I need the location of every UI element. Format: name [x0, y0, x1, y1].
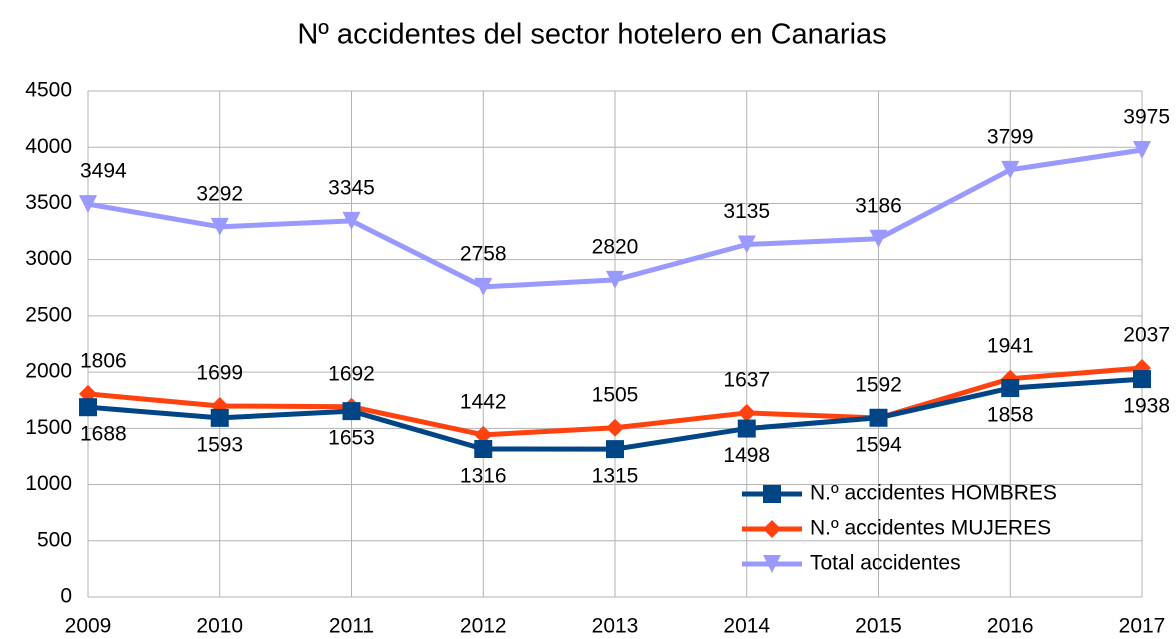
x-tick-label: 2014	[723, 615, 770, 638]
point-marker	[342, 211, 361, 230]
y-tick-label: 500	[37, 528, 72, 551]
point-marker	[1001, 160, 1020, 179]
point-marker	[79, 398, 97, 417]
point-marker	[210, 217, 229, 236]
y-tick-label: 1500	[25, 416, 72, 439]
y-tick-label: 2000	[25, 360, 72, 383]
data-label: 1593	[196, 433, 243, 456]
x-tick-label: 2010	[196, 615, 243, 638]
point-marker	[606, 440, 624, 459]
point-marker	[737, 403, 756, 422]
y-tick-label: 3000	[25, 247, 72, 270]
data-label: 3345	[328, 176, 375, 199]
data-label: 3186	[855, 194, 902, 217]
data-label: 1858	[987, 404, 1034, 427]
data-label: 3975	[1123, 106, 1170, 129]
point-marker	[737, 419, 756, 438]
data-label: 1315	[592, 465, 639, 488]
data-label: 2820	[592, 235, 639, 258]
data-label: 1594	[855, 433, 902, 456]
data-label: 1653	[328, 427, 375, 450]
data-label: 3799	[987, 125, 1034, 148]
data-label: 1938	[1123, 395, 1170, 418]
point-marker	[210, 408, 229, 427]
chart-title: Nº accidentes del sector hotelero en Can…	[297, 19, 886, 51]
x-tick-label: 2017	[1119, 615, 1166, 638]
data-label: 3135	[723, 200, 770, 223]
point-marker	[737, 235, 756, 254]
data-label: 1688	[80, 423, 127, 446]
point-marker	[1133, 370, 1151, 389]
data-label: 1592	[855, 374, 902, 397]
point-marker	[606, 418, 624, 437]
point-marker	[342, 402, 361, 421]
data-label: 1637	[723, 368, 770, 391]
legend-label: N.º accidentes HOMBRES	[810, 482, 1057, 505]
x-tick-label: 2012	[460, 615, 507, 638]
point-marker	[1133, 141, 1151, 160]
point-marker	[869, 408, 888, 427]
data-label: 1316	[460, 465, 507, 488]
x-tick-label: 2009	[65, 615, 112, 638]
y-tick-label: 2500	[25, 303, 72, 326]
point-marker	[474, 425, 493, 444]
data-label: 2758	[460, 242, 507, 265]
data-label: 1692	[328, 362, 375, 385]
legend-label: Total accidentes	[810, 552, 961, 575]
x-tick-label: 2013	[592, 615, 639, 638]
point-marker	[869, 229, 888, 248]
point-marker	[606, 270, 624, 289]
data-label: 1699	[196, 362, 243, 385]
data-label: 1442	[460, 390, 507, 413]
y-tick-label: 3500	[25, 191, 72, 214]
x-tick-label: 2015	[855, 615, 902, 638]
data-label: 1941	[987, 334, 1034, 357]
point-marker	[474, 440, 493, 459]
y-tick-label: 0	[60, 585, 72, 608]
point-marker	[79, 195, 97, 214]
point-marker	[474, 277, 493, 296]
data-label: 1505	[592, 383, 639, 406]
legend-marker	[763, 555, 781, 573]
legend-marker	[763, 520, 781, 538]
data-label: 3494	[80, 160, 127, 183]
data-label: 2037	[1123, 323, 1170, 346]
legend-label: N.º accidentes MUJERES	[810, 517, 1051, 540]
y-tick-label: 4500	[25, 79, 72, 102]
x-tick-label: 2016	[987, 615, 1034, 638]
data-label: 1498	[723, 444, 770, 467]
legend-marker	[763, 485, 781, 503]
point-marker	[1001, 379, 1020, 398]
data-label: 3292	[196, 182, 243, 205]
y-tick-label: 4000	[25, 135, 72, 158]
data-label: 1806	[80, 349, 127, 372]
x-tick-label: 2011	[329, 615, 374, 638]
y-tick-label: 1000	[25, 472, 72, 495]
